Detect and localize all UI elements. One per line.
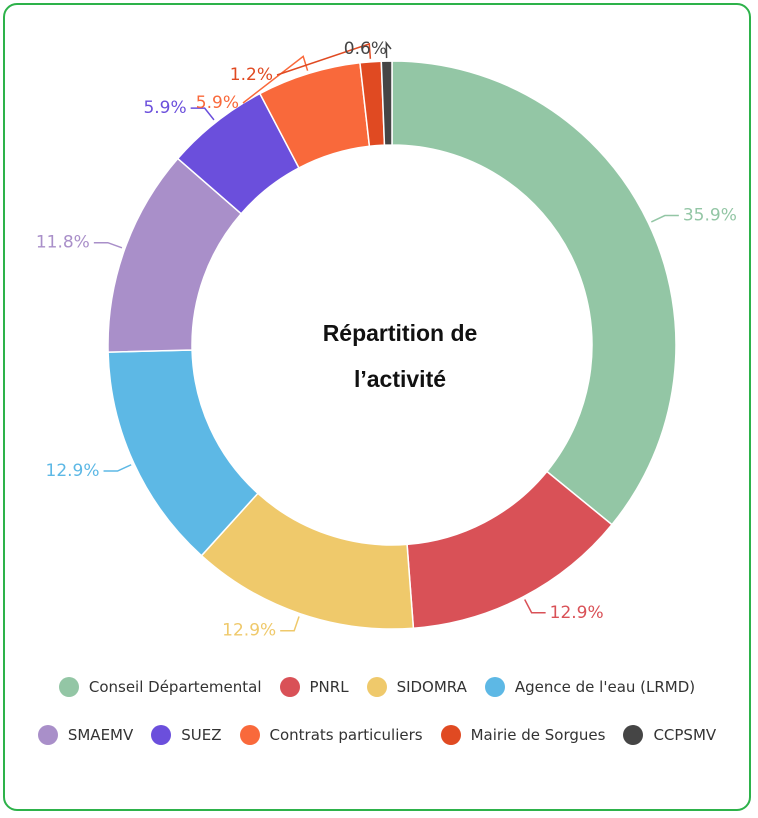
leader-line bbox=[103, 464, 132, 472]
legend-swatch bbox=[58, 677, 79, 697]
legend-swatch bbox=[440, 725, 461, 745]
legend-item: SIDOMRA bbox=[366, 677, 467, 697]
data-label: 35.9% bbox=[683, 206, 737, 226]
chart: 35.9% 12.9% 12.9% 12.9% 11.8% 5.9% 5.9% 1.2% 0.6… bbox=[36, 39, 737, 641]
legend-label: Contrats particuliers bbox=[269, 726, 423, 744]
leader-line bbox=[385, 40, 392, 59]
data-label: 12.9% bbox=[46, 461, 100, 481]
legend-item: Agence de l'eau (LRMD) bbox=[484, 677, 696, 697]
leader-line bbox=[280, 616, 300, 632]
data-label: 12.9% bbox=[550, 603, 604, 623]
legend-swatch bbox=[37, 725, 58, 745]
donut-slice bbox=[380, 60, 393, 146]
chart-title: Répartition de l’activité bbox=[322, 320, 478, 392]
leader-line bbox=[276, 42, 372, 76]
chart-frame: 35.9% 12.9% 12.9% 12.9% 11.8% 5.9% 5.9% 1.2% 0.6… bbox=[3, 3, 751, 811]
legend-label: SMAEMV bbox=[67, 726, 134, 744]
legend-item: Conseil Départemental bbox=[58, 677, 262, 697]
leader-line bbox=[524, 599, 546, 614]
legend-row: SMAEMV SUEZ Contrats particuliers Mairie de… bbox=[5, 725, 749, 745]
legend-row: Conseil Départemental PNRL SIDOMRA Agence d… bbox=[5, 677, 749, 697]
legend-label: Mairie de Sorgues bbox=[470, 726, 606, 744]
leader-line bbox=[93, 241, 123, 249]
legend-swatch bbox=[239, 725, 260, 745]
legend-item: PNRL bbox=[279, 677, 349, 697]
legend: Conseil Départemental PNRL SIDOMRA Agence d… bbox=[5, 677, 749, 773]
legend-swatch bbox=[151, 725, 172, 745]
legend-label: CCPSMV bbox=[653, 726, 717, 744]
legend-item: SMAEMV bbox=[37, 725, 134, 745]
data-label: 5.9% bbox=[196, 93, 239, 113]
legend-swatch bbox=[366, 677, 387, 697]
legend-label: PNRL bbox=[309, 678, 349, 696]
legend-swatch bbox=[279, 677, 300, 697]
leader-line bbox=[650, 214, 679, 223]
legend-label: Conseil Départemental bbox=[88, 678, 262, 696]
data-label: 0.6% bbox=[344, 39, 387, 59]
legend-label: Agence de l'eau (LRMD) bbox=[514, 678, 696, 696]
donut-slice bbox=[391, 60, 677, 526]
legend-swatch bbox=[623, 725, 644, 745]
legend-item: CCPSMV bbox=[623, 725, 716, 745]
data-label: 11.8% bbox=[36, 233, 90, 253]
data-label: 5.9% bbox=[143, 98, 186, 118]
legend-item: SUEZ bbox=[151, 725, 222, 745]
legend-label: SIDOMRA bbox=[396, 678, 467, 696]
legend-swatch bbox=[484, 677, 505, 697]
legend-label: SUEZ bbox=[181, 726, 222, 744]
legend-item: Contrats particuliers bbox=[239, 725, 423, 745]
leader-line bbox=[190, 107, 215, 121]
data-label: 12.9% bbox=[222, 621, 276, 641]
data-label: 1.2% bbox=[230, 65, 273, 85]
legend-item: Mairie de Sorgues bbox=[440, 725, 606, 745]
